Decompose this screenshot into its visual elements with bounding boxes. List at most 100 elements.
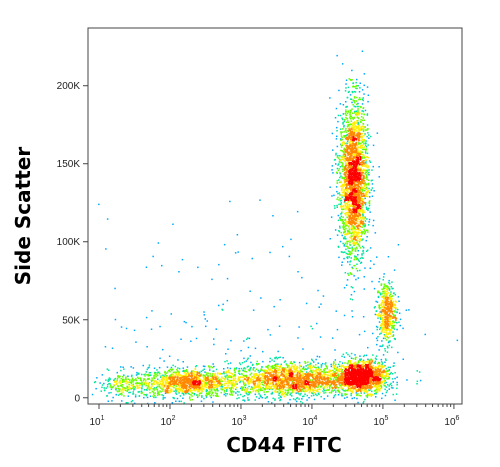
event-dot xyxy=(365,361,368,363)
event-dot xyxy=(337,219,340,222)
event-dot xyxy=(341,234,343,237)
event-dot xyxy=(377,336,379,338)
event-dot xyxy=(291,389,293,391)
event-dot xyxy=(342,220,344,223)
event-dot xyxy=(185,392,187,395)
event-dot xyxy=(360,200,362,202)
event-dot xyxy=(210,383,212,386)
event-dot xyxy=(376,256,378,258)
event-dot xyxy=(274,368,276,371)
event-dot xyxy=(358,167,360,170)
event-dot xyxy=(237,370,240,373)
event-dot xyxy=(346,112,349,115)
event-dot xyxy=(359,151,362,154)
event-dot xyxy=(384,297,387,299)
event-dot xyxy=(369,267,371,269)
event-dot xyxy=(340,139,342,142)
event-dot xyxy=(349,241,351,243)
event-dot xyxy=(347,156,349,159)
event-dot xyxy=(248,385,250,388)
event-dot xyxy=(366,129,368,131)
event-dot xyxy=(375,337,378,340)
event-dot xyxy=(280,388,282,391)
event-dot xyxy=(187,372,190,374)
event-dot xyxy=(339,197,341,200)
event-dot xyxy=(226,374,228,376)
event-dot xyxy=(382,279,384,281)
event-dot xyxy=(135,378,137,380)
event-dot xyxy=(356,150,358,152)
event-dot xyxy=(366,113,369,115)
event-dot xyxy=(130,382,133,385)
event-dot xyxy=(342,153,345,156)
event-dot xyxy=(346,233,348,236)
event-dot xyxy=(160,379,163,381)
event-dot xyxy=(278,394,280,396)
event-dot xyxy=(192,372,194,374)
event-dot xyxy=(325,389,328,392)
event-dot xyxy=(346,96,349,99)
event-dot xyxy=(368,389,370,391)
event-dot xyxy=(204,365,206,368)
event-dot xyxy=(195,365,198,367)
event-dot xyxy=(370,395,373,397)
event-dot xyxy=(389,383,391,386)
event-dot xyxy=(358,389,361,392)
event-dot xyxy=(358,105,360,108)
event-dot xyxy=(165,382,167,384)
event-dot xyxy=(345,136,348,139)
event-dot xyxy=(168,369,170,372)
event-dot xyxy=(360,180,362,183)
event-dot xyxy=(122,376,124,378)
event-dot xyxy=(298,371,300,374)
event-dot xyxy=(367,132,369,134)
event-dot xyxy=(295,367,297,369)
event-dot xyxy=(362,223,364,225)
event-dot xyxy=(296,390,299,392)
event-dot xyxy=(346,144,348,147)
event-dot xyxy=(280,387,282,389)
event-dot xyxy=(120,390,123,392)
event-dot xyxy=(300,369,302,371)
event-dot xyxy=(118,381,120,384)
event-dot xyxy=(198,392,201,395)
event-dot xyxy=(336,370,339,372)
event-dot xyxy=(392,381,394,383)
event-dot xyxy=(273,387,276,389)
event-dot xyxy=(376,132,379,134)
event-dot xyxy=(287,374,289,376)
event-dot xyxy=(253,386,256,388)
event-dot xyxy=(269,357,271,360)
event-dot xyxy=(345,101,347,103)
event-dot xyxy=(228,372,231,374)
event-dot xyxy=(357,126,359,129)
event-dot xyxy=(198,377,200,379)
event-dot xyxy=(145,394,148,397)
event-dot xyxy=(157,242,160,244)
event-dot xyxy=(385,307,387,309)
event-dot xyxy=(311,389,314,391)
event-dot xyxy=(330,363,332,366)
event-dot xyxy=(178,271,180,273)
event-dot xyxy=(224,380,226,382)
event-dot xyxy=(227,386,229,388)
event-dot xyxy=(335,383,338,386)
event-dot xyxy=(366,166,368,168)
event-dot xyxy=(384,329,387,332)
event-dot xyxy=(298,398,300,400)
event-dot xyxy=(282,386,284,389)
event-dot xyxy=(351,108,353,110)
event-dot xyxy=(277,356,280,359)
event-dot xyxy=(380,345,383,348)
event-dot xyxy=(343,190,346,192)
event-dot xyxy=(357,233,360,235)
event-dot xyxy=(215,383,217,386)
event-dot xyxy=(344,213,346,215)
event-dot xyxy=(213,388,216,391)
event-dot xyxy=(135,341,137,343)
event-dot xyxy=(155,375,157,378)
event-dot xyxy=(109,378,111,380)
event-dot xyxy=(364,216,366,218)
event-dot xyxy=(383,313,385,315)
event-dot xyxy=(354,386,357,389)
